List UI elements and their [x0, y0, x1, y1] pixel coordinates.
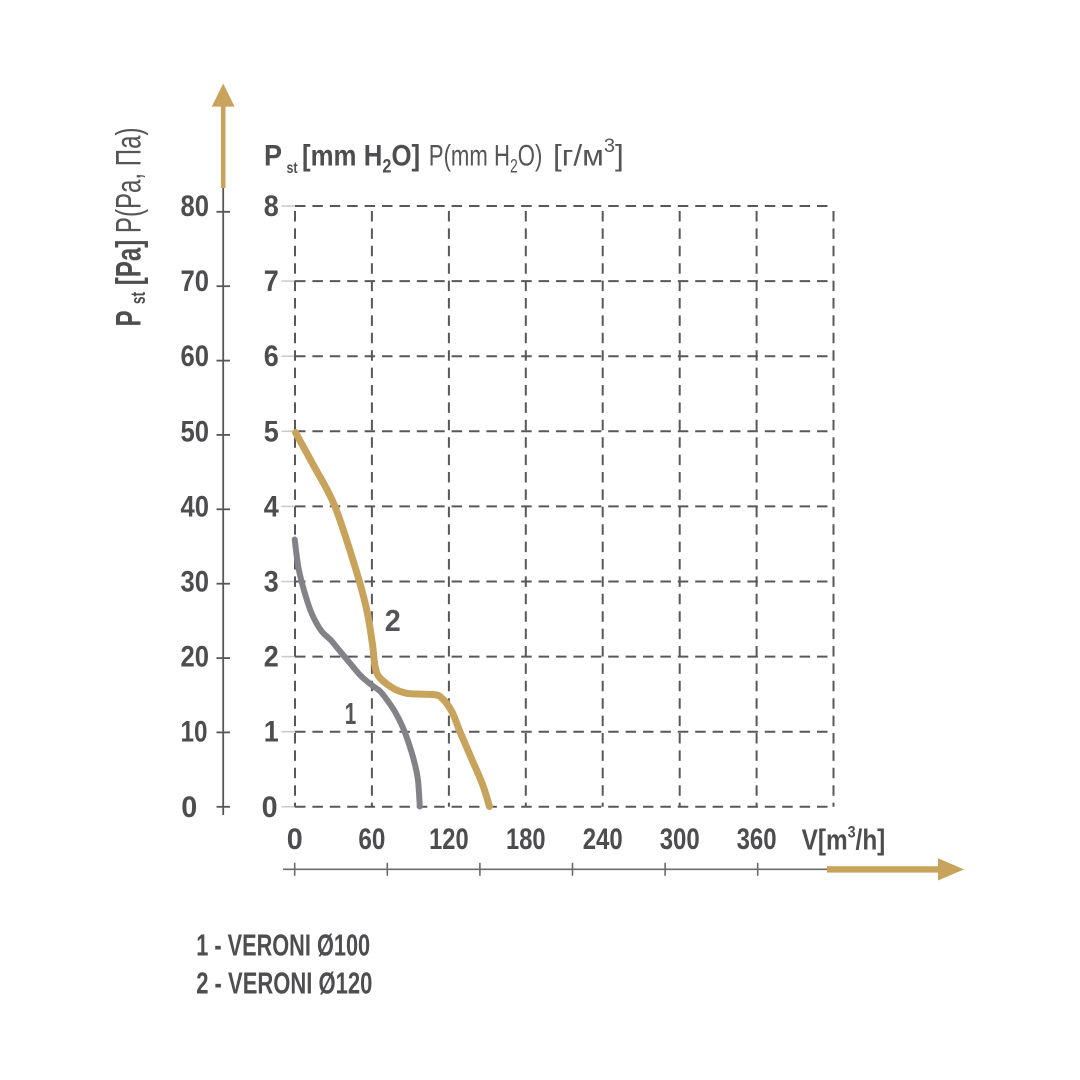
svg-text:7: 7	[264, 265, 279, 298]
svg-text:180: 180	[506, 823, 546, 856]
svg-text:8: 8	[264, 190, 279, 223]
svg-text:0: 0	[287, 823, 303, 856]
svg-text:2: 2	[385, 603, 401, 638]
svg-text:1: 1	[264, 716, 279, 749]
svg-text:60: 60	[181, 340, 210, 373]
svg-text:50: 50	[181, 415, 210, 448]
svg-text:6: 6	[264, 340, 279, 373]
svg-text:[mm H2O]: [mm H2O]	[302, 139, 420, 177]
svg-text:80: 80	[181, 190, 210, 223]
svg-text:4: 4	[264, 490, 280, 523]
svg-text:30: 30	[181, 566, 210, 599]
svg-text:40: 40	[181, 490, 210, 523]
svg-text:P: P	[264, 139, 282, 173]
svg-text:60: 60	[358, 823, 385, 856]
svg-text:2 - VERONI Ø120: 2 - VERONI Ø120	[196, 966, 372, 1000]
svg-text:300: 300	[660, 823, 700, 856]
svg-text:0: 0	[181, 791, 197, 824]
svg-text:5: 5	[264, 415, 279, 448]
svg-text:1 - VERONI Ø100: 1 - VERONI Ø100	[196, 928, 370, 963]
svg-text:3: 3	[264, 566, 279, 599]
svg-text:V[m3/h]: V[m3/h]	[802, 823, 886, 856]
svg-text:360: 360	[737, 823, 777, 856]
svg-text:st: st	[287, 160, 298, 178]
svg-text:240: 240	[583, 823, 623, 856]
svg-text:P(mm H2O): P(mm H2O)	[429, 138, 543, 177]
svg-text:120: 120	[429, 823, 469, 856]
svg-text:1: 1	[345, 696, 357, 731]
svg-text:10: 10	[181, 716, 208, 749]
svg-text:70: 70	[181, 265, 210, 298]
svg-text:0: 0	[262, 791, 278, 824]
svg-text:2: 2	[264, 641, 279, 674]
svg-text:20: 20	[181, 641, 210, 674]
